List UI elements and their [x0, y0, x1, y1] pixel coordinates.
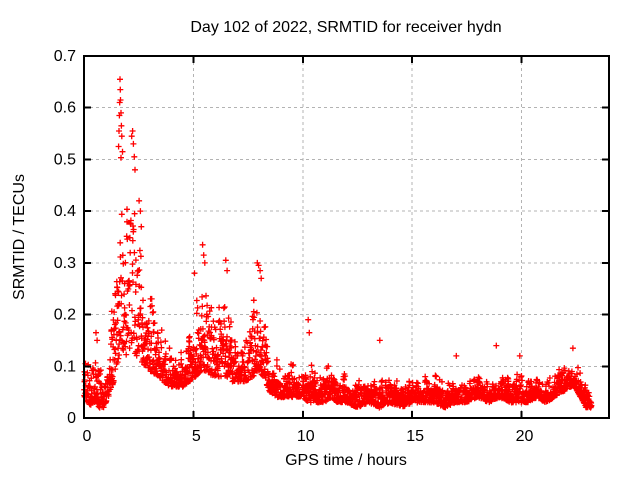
x-tick-label-15: 15: [406, 428, 424, 445]
x-tick-label-0: 0: [83, 428, 92, 445]
scatter-points: [81, 76, 595, 411]
y-tick-label-0.2: 0.2: [54, 307, 76, 324]
y-tick-label-0.7: 0.7: [54, 48, 76, 65]
y-tick-label-0.1: 0.1: [54, 358, 76, 375]
x-tick-label-20: 20: [516, 428, 534, 445]
y-tick-label-0: 0: [67, 410, 76, 427]
x-axis-label: GPS time / hours: [285, 452, 407, 469]
plot-border: [83, 55, 610, 419]
chart-title: Day 102 of 2022, SRMTID for receiver hyd…: [190, 19, 501, 36]
y-tick-label-0.5: 0.5: [54, 151, 76, 168]
y-tick-label-0.6: 0.6: [54, 100, 76, 117]
x-tick-label-10: 10: [297, 428, 315, 445]
x-tick-label-5: 5: [192, 428, 201, 445]
y-tick-label-0.3: 0.3: [54, 255, 76, 272]
y-axis-label: SRMTID / TECUs: [11, 174, 28, 300]
y-tick-label-0.4: 0.4: [54, 203, 76, 220]
